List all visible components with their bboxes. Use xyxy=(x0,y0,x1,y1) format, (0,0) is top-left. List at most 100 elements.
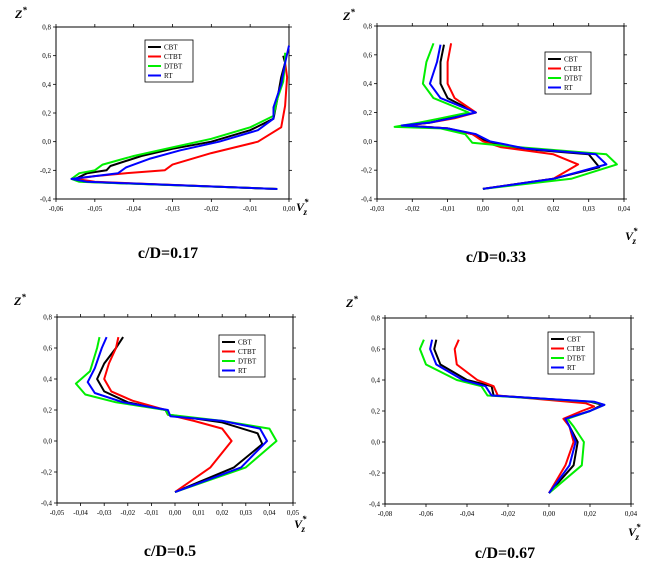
y-tick-label: 0,6 xyxy=(43,345,52,353)
legend-label-cbt: CBT xyxy=(238,339,252,347)
x-tick-label: -0,08 xyxy=(378,510,393,518)
x-tick-label: 0,04 xyxy=(263,509,276,517)
legend-label-rt: RT xyxy=(164,72,173,80)
y-axis-label: Z* xyxy=(345,294,358,310)
x-tick-label: -0,03 xyxy=(97,509,112,517)
x-tick-label: -0,03 xyxy=(370,205,385,213)
y-tick-label: 0,6 xyxy=(371,346,380,354)
x-tick-label: 0,04 xyxy=(618,205,631,213)
x-tick-label: -0,02 xyxy=(121,509,136,517)
x-tick-label: 0,03 xyxy=(240,509,253,517)
series-line-ctbt xyxy=(453,339,596,494)
x-axis-label: V* z xyxy=(625,226,638,246)
chart-caption: c/D=0.67 xyxy=(475,545,535,562)
legend-label-dtbt: DTBT xyxy=(164,63,183,71)
x-axis-label: V* z xyxy=(294,514,307,534)
y-tick-label: 0,4 xyxy=(363,80,372,88)
legend-label-ctbt: CTBT xyxy=(564,65,583,73)
chart-panel-1: -0,06 -0,05 -0,04 -0,03 -0,02 -0,01 0,00 -0,4 -0… xyxy=(14,5,309,262)
x-tick-label: 0,03 xyxy=(583,205,596,213)
x-tick-label: 0,01 xyxy=(512,205,525,213)
y-tick-label: 0,6 xyxy=(42,52,51,60)
legend-label-cbt: CBT xyxy=(564,56,578,64)
x-tick-label: -0,04 xyxy=(126,205,141,213)
y-axis-label: Z* xyxy=(13,292,26,308)
legend-label-dtbt: DTBT xyxy=(238,358,257,366)
chart-panel-4: -0,08 -0,06 -0,04 -0,02 0,00 0,02 0,04 -0,4 -0,2… xyxy=(345,294,641,562)
y-tick-label: -0,4 xyxy=(40,196,52,204)
x-tick-label: 0,02 xyxy=(584,510,597,518)
y-tick-label: 0,8 xyxy=(371,315,380,323)
x-tick-label: 0,00 xyxy=(543,510,556,518)
x-axis-label: V* z xyxy=(628,522,641,542)
x-tick-label: -0,01 xyxy=(440,205,455,213)
series-line-rt xyxy=(400,44,608,190)
x-tick-label: 0,02 xyxy=(216,509,229,517)
y-tick-label: -0,4 xyxy=(369,501,381,509)
x-tick-label: -0,02 xyxy=(501,510,516,518)
x-tick-label: -0,04 xyxy=(73,509,88,517)
legend-label-cbt: CBT xyxy=(567,336,581,344)
legend-label-dtbt: DTBT xyxy=(564,75,583,83)
x-tick-label: -0,05 xyxy=(50,509,65,517)
x-tick-label: 0,04 xyxy=(625,510,638,518)
legend-label-rt: RT xyxy=(564,84,573,92)
y-tick-label: -0,4 xyxy=(41,500,53,508)
x-tick-label: 0,00 xyxy=(169,509,182,517)
x-tick-label: -0,01 xyxy=(144,509,159,517)
chart-panel-3: -0,05 -0,04 -0,03 -0,02 -0,01 0,00 0,01 0,02 0,0… xyxy=(13,292,307,560)
legend-label-rt: RT xyxy=(238,367,247,375)
y-tick-label: 0,8 xyxy=(43,314,52,322)
legend-label-rt: RT xyxy=(567,364,576,372)
y-tick-label: -0,4 xyxy=(361,196,373,204)
y-tick-label: -0,2 xyxy=(41,469,53,477)
chart-caption: c/D=0.33 xyxy=(466,249,526,266)
x-tick-label: -0,01 xyxy=(243,205,258,213)
y-tick-label: 0,4 xyxy=(371,377,380,385)
y-tick-label: 0,4 xyxy=(43,376,52,384)
legend-label-ctbt: CTBT xyxy=(164,53,183,61)
series-line-rt xyxy=(429,339,606,494)
y-axis-label: Z* xyxy=(342,7,355,23)
y-tick-label: 0,2 xyxy=(42,110,51,118)
x-tick-label: -0,05 xyxy=(88,205,103,213)
y-tick-label: 0,2 xyxy=(43,407,52,415)
y-tick-label: 0,8 xyxy=(42,24,51,32)
chart-panel-2: -0,03 -0,02 -0,01 0,00 0,01 0,02 0,03 0,04 -0,4 -… xyxy=(342,7,638,266)
x-tick-label: -0,04 xyxy=(460,510,475,518)
x-tick-label: 0,01 xyxy=(192,509,205,517)
x-tick-label: 0,00 xyxy=(477,205,490,213)
legend-label-dtbt: DTBT xyxy=(567,355,586,363)
y-tick-label: 0,2 xyxy=(363,109,372,117)
x-tick-label: -0,02 xyxy=(204,205,219,213)
legend-label-ctbt: CTBT xyxy=(238,348,257,356)
y-tick-label: -0,2 xyxy=(369,470,381,478)
x-tick-label: 0,05 xyxy=(287,509,300,517)
x-axis-label: V* z xyxy=(296,197,309,217)
y-axis-label: Z* xyxy=(14,5,27,21)
y-tick-label: 0,8 xyxy=(363,23,372,31)
x-tick-label: -0,06 xyxy=(419,510,434,518)
y-tick-label: 0,4 xyxy=(42,81,51,89)
x-tick-label: -0,03 xyxy=(165,205,180,213)
y-tick-label: -0,2 xyxy=(40,167,52,175)
series-line-rt xyxy=(70,45,290,190)
chart-caption: c/D=0.5 xyxy=(144,543,196,560)
y-tick-label: 0,0 xyxy=(363,138,372,146)
series-line-rt xyxy=(86,336,268,494)
chart-caption: c/D=0.17 xyxy=(138,245,198,262)
y-tick-label: 0,0 xyxy=(43,438,52,446)
legend-label-ctbt: CTBT xyxy=(567,345,586,353)
series-line-dtbt xyxy=(393,42,618,190)
y-tick-label: 0,0 xyxy=(42,138,51,146)
legend-label-cbt: CBT xyxy=(164,44,178,52)
y-tick-label: 0,0 xyxy=(371,439,380,447)
y-tick-label: 0,6 xyxy=(363,51,372,59)
x-tick-label: 0,02 xyxy=(547,205,560,213)
x-tick-label: -0,06 xyxy=(49,205,64,213)
